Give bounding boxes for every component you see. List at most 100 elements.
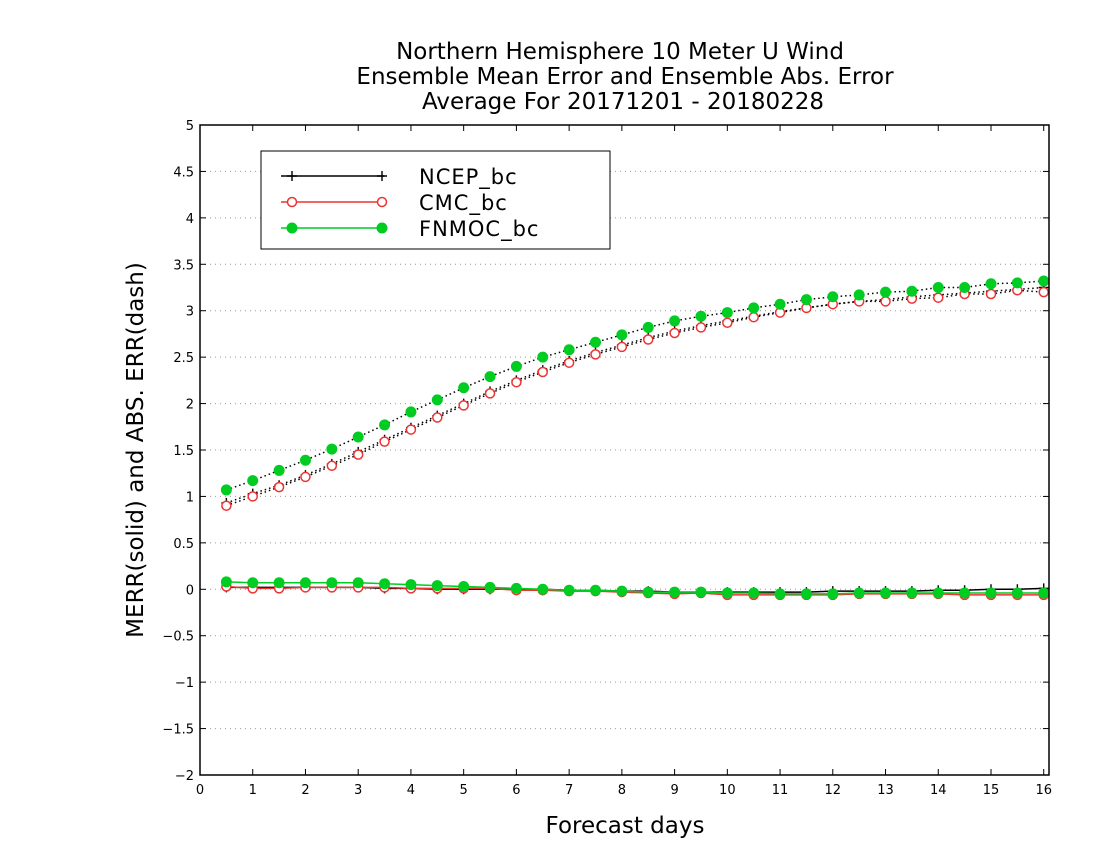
abs-err-point [352,449,364,460]
abs-err-point [510,360,522,372]
series-FNMOC_bc [226,280,1044,595]
abs-err-point [220,484,232,496]
y-tick-label: 5 [186,119,194,134]
abs-err-point [616,341,628,353]
legend-marker [286,222,298,234]
abs-err-point [695,310,707,322]
abs-err-point [774,298,786,310]
merr-point [932,587,944,599]
abs-err-point [669,327,680,339]
x-tick-label: 11 [772,783,789,798]
abs-err-point [405,424,417,435]
abs-err-point [273,464,285,476]
abs-err-point [458,400,469,411]
legend-item-FNMOC_bc: FNMOC_bc [281,217,538,242]
abs-err-point [880,296,891,307]
abs-err-point [827,291,839,303]
x-tick-label: 13 [877,783,894,798]
y-tick-label: 1.5 [173,444,194,459]
abs-err-point [379,419,391,431]
merr-point [642,586,654,598]
plot-area [220,275,1050,601]
merr-point [247,577,259,589]
y-tick-label: 4.5 [173,165,194,180]
x-tick-label: 9 [670,783,678,798]
legend-marker [287,171,297,181]
merr-point [827,588,839,600]
abs-err-point [616,329,628,341]
merr-point [352,577,364,589]
merr-point [985,587,997,599]
abs-err-point [985,278,997,290]
y-tick-label: 2 [186,398,194,413]
x-tick-label: 14 [930,783,947,798]
merr-point [299,577,311,589]
abs-err-point [642,321,654,333]
y-tick-label: −2 [175,769,194,784]
abs-err-point [326,443,338,455]
abs-err-point [379,436,390,447]
abs-err-point [959,282,971,293]
y-tick-label: 1 [186,490,194,505]
merr-point [1011,587,1023,599]
merr-point [616,585,628,597]
abs-err-point [273,481,285,493]
merr-point [695,586,707,598]
title-line-1: Northern Hemisphere 10 Meter U Wind [396,39,844,65]
abs-err-point [221,500,232,511]
merr-point [537,583,549,595]
y-tick-label: −0.5 [162,630,194,645]
abs-err-point [1038,286,1049,298]
chart-title: Northern Hemisphere 10 Meter U Wind Ense… [356,39,894,115]
abs-err-point [800,294,812,306]
legend-marker [286,196,298,208]
title-line-3: Average For 20171201 - 20180228 [422,89,824,115]
x-tick-label: 10 [719,783,736,798]
merr-point [669,586,681,598]
series-CMC_bc [226,289,1044,596]
merr-point [431,580,443,592]
abs-err-point [985,288,997,300]
abs-err-point [906,285,918,297]
x-tick-label: 15 [983,783,1000,798]
x-tick-label: 8 [618,783,626,798]
y-axis-ticks: −2 −1.5 −1 −0.5 0 0.5 1 1.5 2 2.5 3 3.5 4 4.5 5 [162,119,1049,784]
merr-point [748,587,760,599]
legend-item-NCEP_bc: NCEP_bc [281,165,518,190]
abs-err-point [695,322,707,333]
x-tick-label: 4 [407,783,415,798]
abs-err-point [405,406,417,418]
abs-err-point [511,376,522,388]
merr-point [379,578,391,590]
abs-err-point [880,286,892,298]
legend-marker [376,196,388,208]
abs-err-point [247,491,258,502]
abs-err-point [1038,275,1050,287]
merr-point [220,576,232,588]
abs-err-point [932,282,944,293]
y-tick-label: −1 [175,676,194,691]
abs-err-line [226,289,1044,507]
merr-point [326,577,338,589]
x-tick-label: 12 [825,783,842,798]
abs-err-point [748,302,760,314]
legend-label: NCEP_bc [419,165,518,190]
abs-err-point [484,388,496,399]
merr-point [484,581,496,593]
abs-err-point [247,475,259,487]
merr-point [589,584,601,596]
abs-err-point [669,315,681,327]
x-tick-label: 16 [1035,783,1052,798]
abs-err-point [431,394,443,406]
merr-point [800,588,812,600]
abs-err-point [853,289,865,301]
merr-point [273,577,285,589]
x-tick-label: 6 [512,783,520,798]
legend-item-CMC_bc: CMC_bc [281,191,507,216]
merr-point [853,587,865,599]
series-NCEP_bc [226,286,1044,593]
abs-err-point [563,344,575,356]
abs-err-point [432,412,443,423]
